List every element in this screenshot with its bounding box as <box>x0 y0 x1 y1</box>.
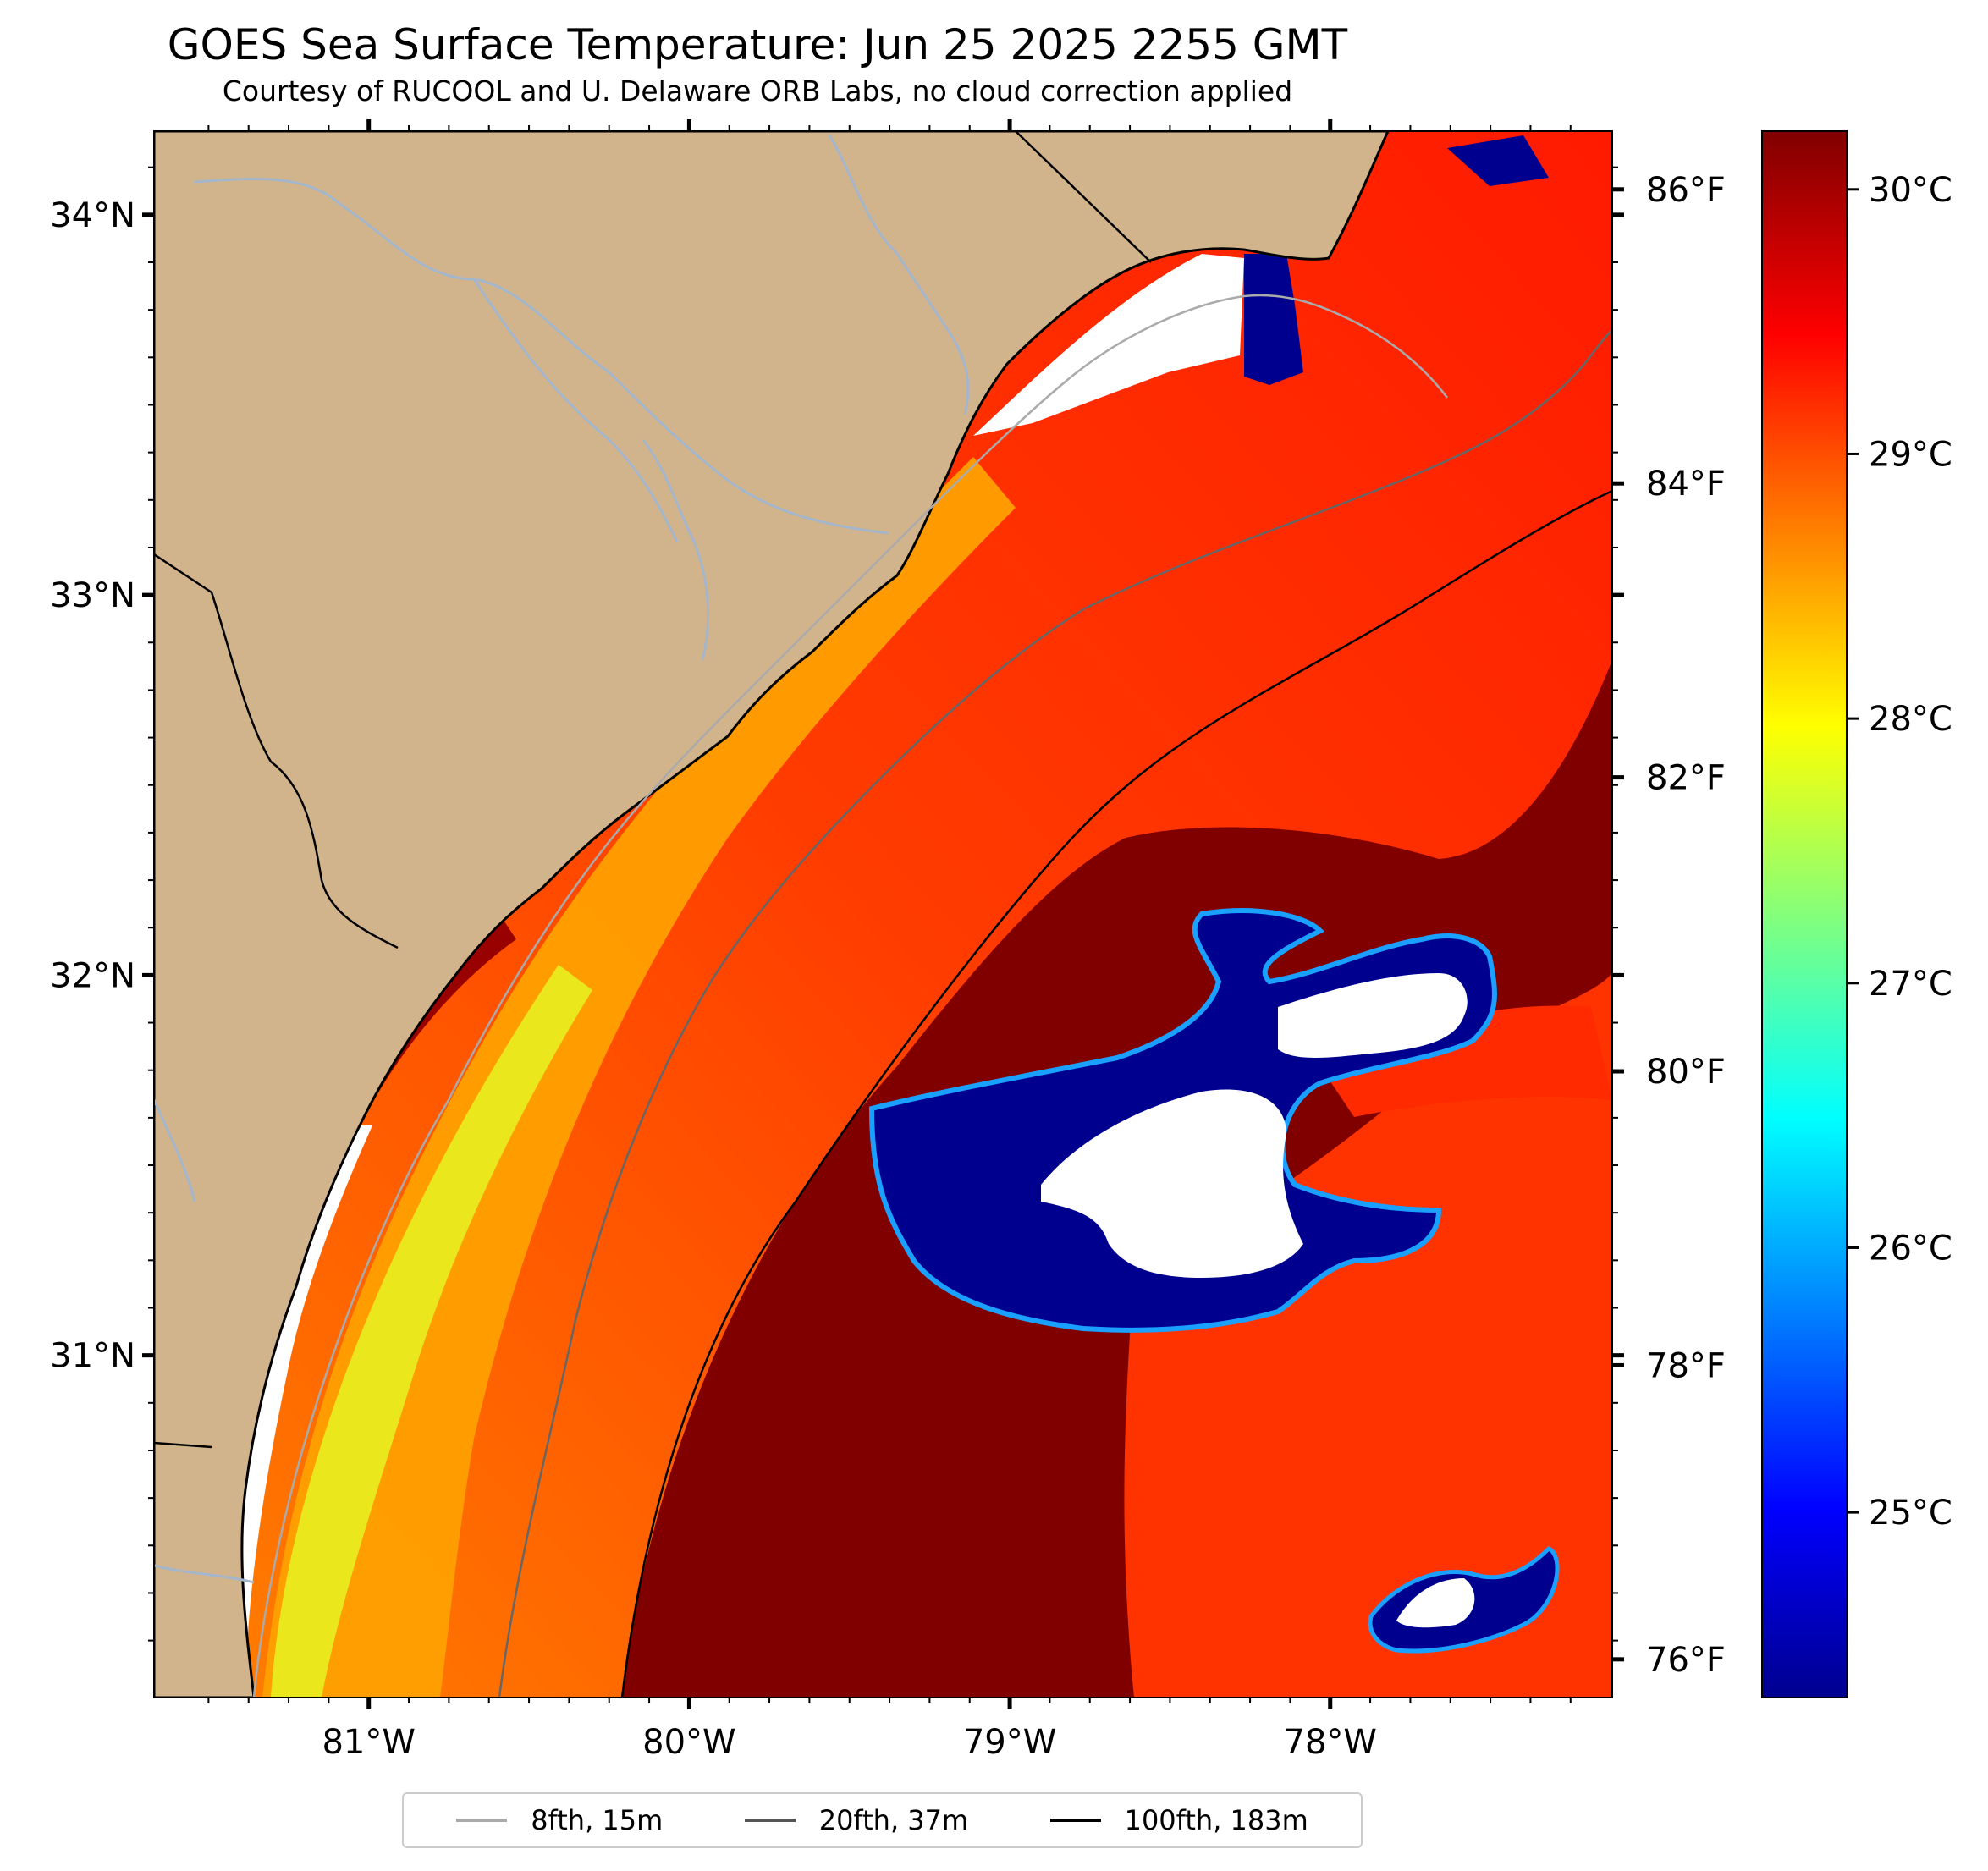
legend-swatch-100fth <box>1049 1819 1101 1822</box>
legend-label-20fth: 20fth, 37m <box>818 1804 969 1836</box>
fahrenheit-tick-label: 82°F <box>1646 759 1726 798</box>
legend-entry-100fth: 100fth, 183m <box>1049 1804 1308 1836</box>
map-panel <box>154 131 1612 1698</box>
longitude-axis: 81°W 80°W 79°W 78°W <box>207 119 1572 1762</box>
colorbar-tick-label: 28°C <box>1869 700 1952 739</box>
cold-patch-north-edge <box>1447 135 1549 186</box>
colorbar <box>1761 130 1848 1698</box>
colorbar-tick-label: 29°C <box>1869 435 1952 474</box>
isobath-8fth <box>252 294 1448 1698</box>
eastern-filament <box>1320 1005 1612 1117</box>
fahrenheit-tick-label: 78°F <box>1646 1346 1726 1385</box>
colorbar-tick-label: 30°C <box>1869 171 1952 210</box>
colorbar-tick-label: 26°C <box>1869 1229 1952 1268</box>
fahrenheit-tick-label: 84°F <box>1646 465 1726 504</box>
state-border-sc-ga <box>154 553 399 949</box>
legend-entry-20fth: 20fth, 37m <box>744 1804 969 1836</box>
legend-label-100fth: 100fth, 183m <box>1124 1804 1308 1836</box>
fahrenheit-tick-label: 86°F <box>1646 171 1726 210</box>
cold-patch-northeast <box>1244 254 1303 385</box>
colorbar-ticks: 30°C 29°C 28°C 27°C 26°C 25°C <box>1847 171 1952 1533</box>
colorbar-tick-label: 27°C <box>1869 965 1952 1004</box>
map-title: GOES Sea Surface Temperature: Jun 25 202… <box>167 20 1348 69</box>
map-subtitle: Courtesy of RUCOOL and U. Delaware ORB L… <box>222 74 1293 107</box>
legend-swatch-8fth <box>456 1819 508 1822</box>
fahrenheit-tick-label: 80°F <box>1646 1053 1726 1092</box>
lon-tick-label: 79°W <box>963 1723 1056 1762</box>
offshore-warm-patch <box>1124 973 1612 1698</box>
cloud-gap-upper <box>1278 973 1468 1058</box>
lat-tick-label: 32°N <box>50 956 135 995</box>
legend-swatch-20fth <box>744 1819 796 1822</box>
legend-entry-8fth: 8fth, 15m <box>456 1804 663 1836</box>
state-border-ga-fl <box>154 1441 212 1449</box>
land-area <box>154 131 1390 1698</box>
state-border-nc-sc <box>1015 131 1152 263</box>
lon-tick-label: 80°W <box>642 1723 735 1762</box>
isobath-20fth <box>498 329 1612 1698</box>
cloud-gap-southeast <box>1396 1578 1475 1628</box>
fahrenheit-axis: 86°F 84°F 82°F 80°F 78°F 76°F <box>1612 166 1726 1680</box>
lon-tick-label: 81°W <box>322 1723 415 1762</box>
lat-tick-label: 33°N <box>50 576 135 615</box>
legend-label-8fth: 8fth, 15m <box>531 1804 664 1836</box>
nearshore-yellow-band <box>271 965 592 1698</box>
isobath-legend: 8fth, 15m 20fth, 37m 100fth, 183m <box>402 1792 1363 1848</box>
lat-tick-label: 31°N <box>50 1337 135 1376</box>
nearshore-no-data <box>973 254 1244 436</box>
latitude-axis: 34°N 33°N 32°N 31°N <box>50 166 154 1642</box>
isobath-100fth <box>620 489 1612 1698</box>
nearshore-no-data-south <box>203 1125 372 1698</box>
rivers <box>154 135 970 1584</box>
nearshore-cool-band <box>262 457 1016 1698</box>
map-frame <box>153 130 1613 1698</box>
lat-tick-label: 34°N <box>50 196 135 235</box>
fahrenheit-tick-label: 76°F <box>1646 1641 1726 1680</box>
cloud-gap-large <box>1041 1089 1303 1278</box>
lon-tick-label: 78°W <box>1284 1723 1377 1762</box>
colorbar-tick-label: 25°C <box>1869 1494 1952 1533</box>
